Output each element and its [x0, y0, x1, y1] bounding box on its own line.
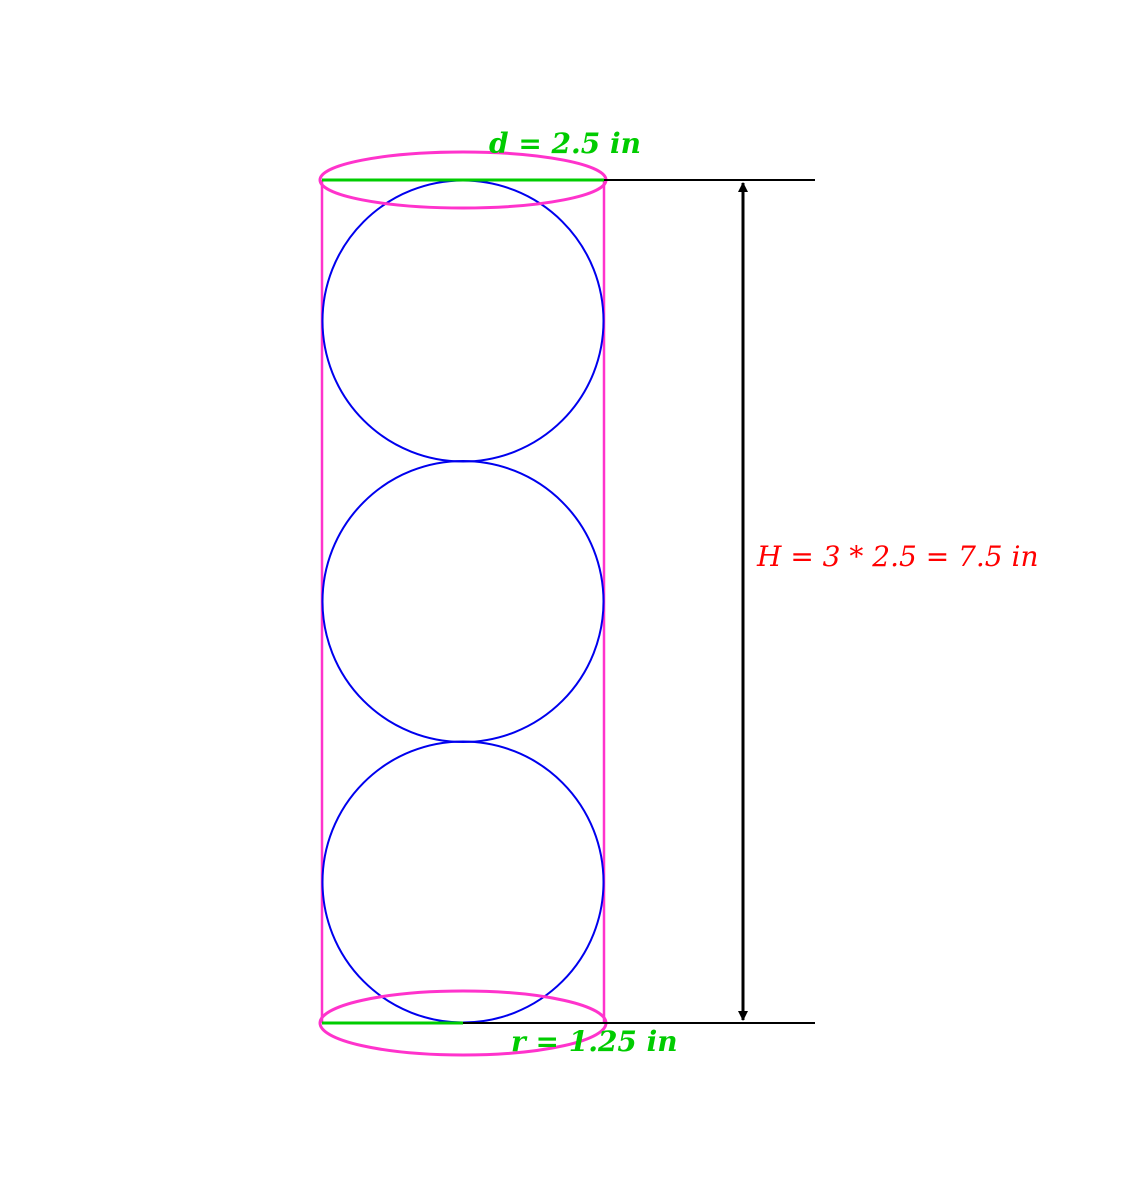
- diameter-label: d = 2.5 in: [489, 127, 641, 160]
- sphere-middle: [321, 460, 605, 743]
- sphere-top: [321, 179, 605, 463]
- height-label: H = 3 * 2.5 = 7.5 in: [756, 540, 1039, 573]
- sphere-bottom: [321, 740, 605, 1024]
- radius-label: r = 1.25 in: [511, 1025, 678, 1058]
